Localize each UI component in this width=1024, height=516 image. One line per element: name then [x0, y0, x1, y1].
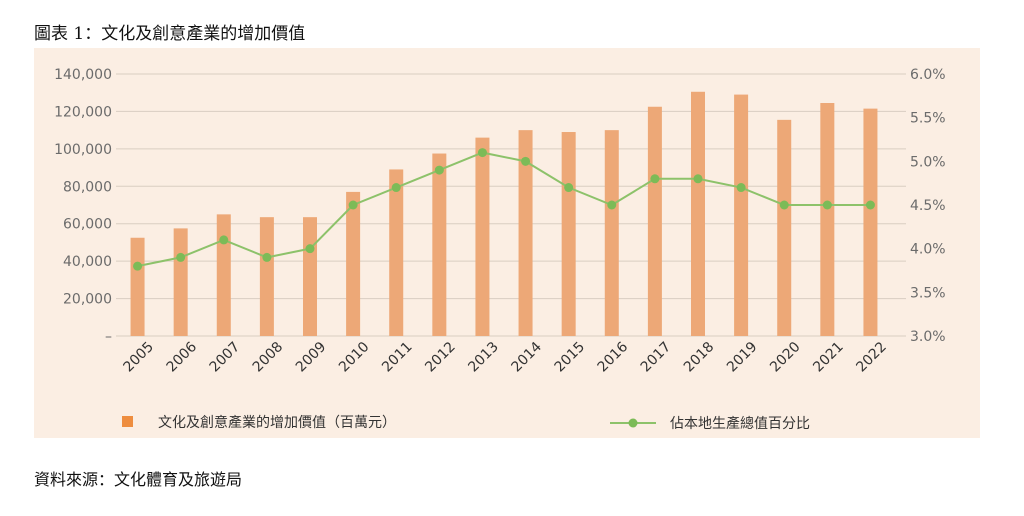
bar: [475, 137, 490, 336]
source-note: 資料來源：文化體育及旅遊局: [34, 470, 243, 489]
bar: [259, 217, 274, 336]
bar: [303, 217, 317, 336]
percent-point: [434, 165, 444, 175]
x-axis-tick-label: 2016: [595, 339, 632, 376]
percent-point: [650, 174, 660, 184]
bar: [561, 132, 576, 336]
x-axis-tick-label: 2010: [336, 339, 373, 376]
right-axis-ticks: 3.0% 3.5% 4.0% 4.5% 5.0% 5.5% 6.0%: [910, 67, 946, 345]
percent-point: [477, 148, 487, 158]
x-axis-tick-label: 2013: [465, 339, 502, 376]
bar: [130, 237, 145, 336]
percent-point: [305, 244, 315, 254]
left-axis-tick-label: 60,000: [63, 217, 112, 233]
x-axis-tick-label: 2019: [724, 339, 761, 376]
left-axis-tick-label: 20,000: [63, 292, 112, 308]
percent-line: [137, 151, 871, 268]
bar: [691, 91, 705, 337]
bar: [604, 130, 619, 336]
bar: [647, 106, 662, 336]
left-axis-tick-label: –: [105, 329, 112, 345]
bar: [216, 214, 231, 336]
bar: [432, 153, 447, 336]
bar: [820, 103, 835, 336]
chart-panel: – 20,000 40,000 60,000 80,000 100,000 120,000 1…: [34, 48, 980, 438]
legend-bar-label: 文化及創意產業的增加價值（百萬元）: [158, 414, 396, 431]
right-axis-tick-label: 4.5%: [910, 198, 946, 214]
x-axis-tick-label: 2022: [853, 339, 890, 376]
x-axis-tick-label: 2021: [810, 339, 847, 376]
right-axis-tick-label: 4.0%: [910, 242, 946, 258]
legend-line-marker: [628, 418, 638, 428]
percent-point: [219, 235, 229, 245]
x-axis-tick-label: 2009: [293, 339, 330, 376]
x-axis-tick-label: 2014: [508, 339, 545, 376]
x-axis-tick-label: 2007: [207, 339, 244, 376]
x-axis-tick-label: 2012: [422, 339, 459, 376]
legend: 文化及創意產業的增加價值（百萬元） 佔本地生產總值百分比: [122, 414, 810, 432]
right-axis-tick-label: 5.0%: [910, 154, 946, 170]
bar: [346, 191, 361, 336]
bar: [389, 169, 404, 336]
left-axis-tick-label: 120,000: [54, 104, 112, 120]
percent-point: [865, 200, 875, 210]
percent-point: [391, 183, 401, 193]
x-axis-tick-label: 2008: [250, 339, 287, 376]
bar: [777, 119, 792, 336]
percent-point: [693, 174, 703, 184]
chart-title: 圖表 1：文化及創意產業的增加價值: [34, 24, 306, 44]
percent-point: [779, 200, 789, 210]
left-axis-tick-label: 100,000: [54, 142, 112, 158]
percent-point: [262, 252, 272, 262]
percent-point: [133, 261, 143, 271]
right-axis-tick-label: 5.5%: [910, 111, 946, 127]
right-axis-tick-label: 3.0%: [910, 329, 946, 345]
legend-bar-swatch: [122, 416, 133, 427]
x-axis-tick-label: 2017: [638, 339, 675, 376]
percent-point: [564, 183, 574, 193]
left-axis-tick-label: 140,000: [54, 67, 112, 83]
bar: [173, 228, 188, 336]
line-series: [133, 148, 875, 271]
legend-line-label: 佔本地生產總值百分比: [670, 415, 810, 432]
right-axis-tick-label: 3.5%: [910, 285, 946, 301]
x-axis-ticks: 2005 2006 2007 2008 2009 2010 2011 2012 2013 2014…: [120, 339, 889, 376]
x-axis-tick-label: 2018: [681, 339, 718, 376]
x-axis-tick-label: 2015: [552, 339, 589, 376]
percent-point: [348, 200, 358, 210]
x-axis-tick-label: 2020: [767, 339, 804, 376]
bar-series: [130, 91, 878, 337]
gridlines: [116, 73, 906, 337]
percent-point: [521, 156, 531, 166]
bar: [734, 94, 749, 336]
percent-point: [822, 200, 832, 210]
left-axis-tick-label: 40,000: [63, 254, 112, 270]
left-axis-tick-label: 80,000: [63, 179, 112, 195]
left-axis-ticks: – 20,000 40,000 60,000 80,000 100,000 120,000 1…: [54, 67, 112, 345]
bar: [518, 130, 533, 336]
x-axis-tick-label: 2005: [120, 339, 157, 376]
percent-point: [736, 183, 746, 193]
percent-point: [176, 252, 186, 262]
percent-point: [607, 200, 617, 210]
x-axis-tick-label: 2006: [164, 339, 201, 376]
bar: [863, 108, 878, 336]
right-axis-tick-label: 6.0%: [910, 67, 946, 83]
x-axis-tick-label: 2011: [379, 339, 416, 376]
combo-chart: – 20,000 40,000 60,000 80,000 100,000 120,000 1…: [54, 67, 946, 432]
